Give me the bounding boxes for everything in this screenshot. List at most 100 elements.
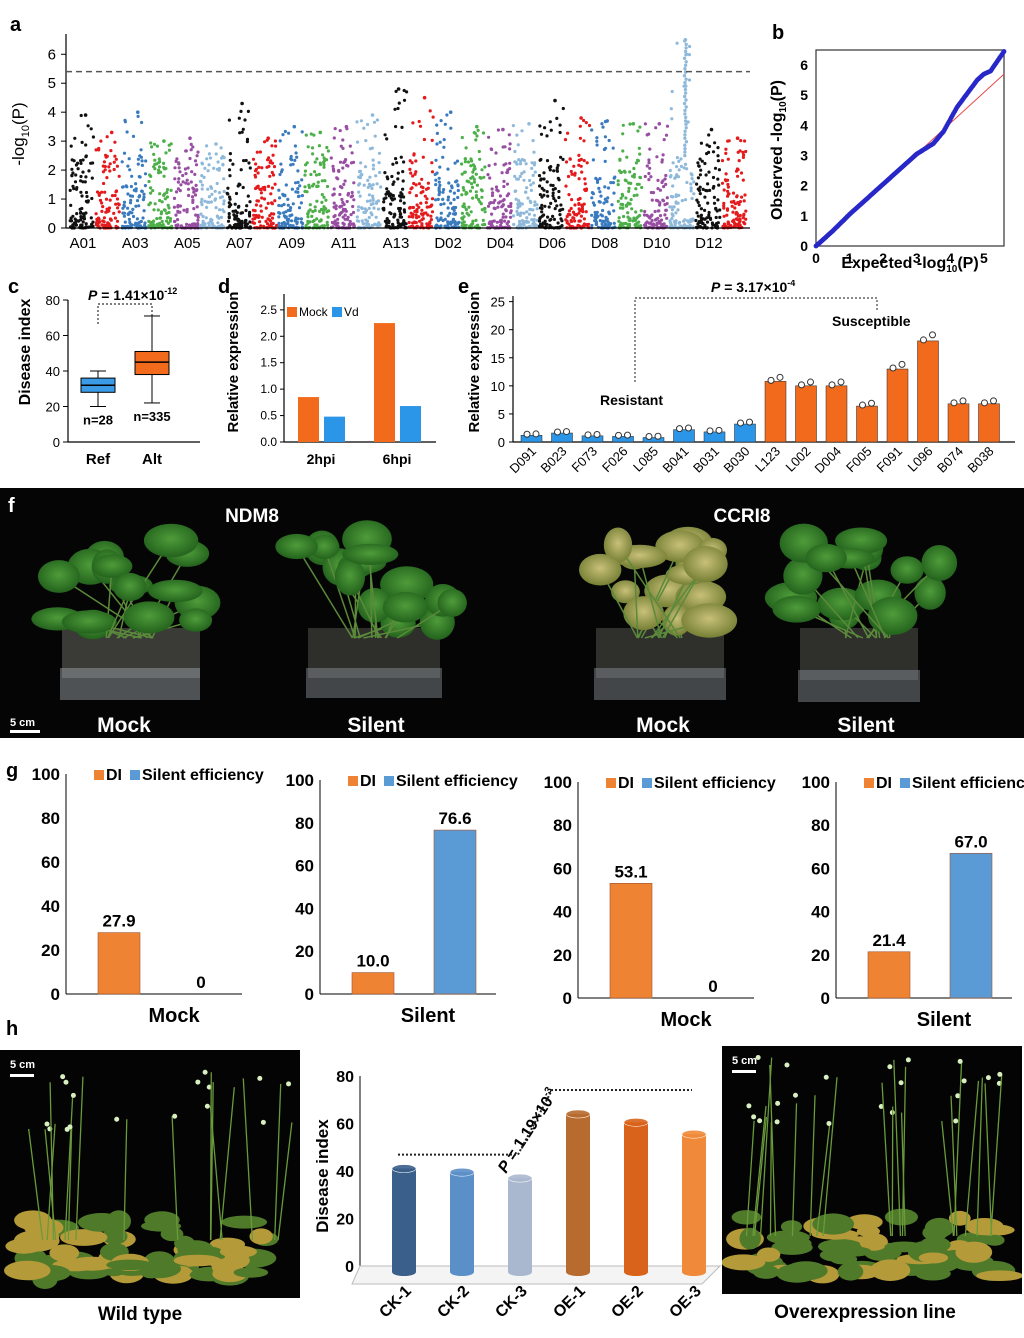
snp-point [280, 204, 284, 208]
peak-snp-D12 [709, 127, 714, 132]
snp-point [650, 218, 654, 223]
h-category: CK-2 [434, 1283, 472, 1321]
snp-point [221, 162, 225, 166]
snp-point [193, 193, 198, 197]
panel-label-b: b [772, 22, 785, 44]
snp-point [647, 171, 651, 176]
snp-point [415, 208, 419, 212]
e-category: F026 [599, 444, 631, 476]
snp-point [422, 211, 426, 215]
snp-point [174, 159, 178, 163]
chromosome-label: D06 [539, 235, 567, 252]
snp-point [582, 217, 587, 221]
qq-y-tick: 2 [800, 178, 808, 194]
snp-point [165, 211, 169, 215]
snp-point [168, 217, 173, 221]
snp-point [300, 194, 304, 198]
snp-point [658, 188, 663, 192]
snp-point [339, 211, 343, 215]
snp-point [606, 220, 610, 224]
g-y-tick: 40 [811, 903, 830, 922]
snp-point [548, 168, 552, 172]
snp-point [303, 189, 307, 193]
snp-point [442, 188, 446, 192]
snp-point [262, 224, 266, 228]
snp-point [196, 223, 200, 227]
snp-point [532, 220, 536, 224]
snp-point [711, 175, 716, 180]
snp-point [167, 148, 171, 152]
snp-point [120, 160, 124, 164]
snp-point [665, 196, 669, 200]
snp-point [79, 159, 83, 163]
g-value-label: 0 [708, 977, 717, 996]
snp-point [105, 210, 109, 214]
snp-point [711, 150, 716, 154]
snp-point [659, 218, 664, 222]
snp-point [705, 143, 709, 147]
flower-stem [745, 1120, 755, 1237]
snp-point [548, 120, 552, 124]
photo-label-silent-2: Silent [837, 714, 894, 737]
snp-point [365, 219, 370, 223]
rosette-leaf [973, 1224, 1015, 1236]
flower [63, 1079, 69, 1085]
legend-mock: Mock [299, 305, 329, 319]
snp-point [686, 120, 690, 124]
snp-point [402, 195, 406, 199]
snp-point [439, 224, 443, 228]
snp-point [293, 158, 297, 162]
snp-point [125, 130, 129, 134]
snp-point [689, 189, 693, 193]
snp-point [104, 153, 108, 157]
snp-point [463, 157, 467, 161]
snp-point [272, 212, 276, 216]
snp-point [716, 146, 720, 150]
snp-point [367, 193, 371, 197]
snp-point [733, 224, 737, 228]
snp-point [489, 147, 493, 151]
snp-point [135, 217, 139, 221]
snp-point [128, 168, 132, 172]
snp-point [424, 201, 428, 205]
snp-point [153, 202, 157, 206]
snp-point [556, 163, 560, 167]
snp-point [200, 203, 204, 207]
snp-point [209, 185, 213, 189]
snp-point [471, 170, 475, 174]
snp-point [155, 217, 159, 221]
snp-point [126, 164, 130, 168]
snp-point [162, 208, 167, 212]
snp-point [643, 174, 647, 179]
snp-point [482, 175, 486, 179]
snp-point [696, 176, 701, 180]
snp-point [365, 199, 369, 203]
leaf [579, 553, 622, 586]
flower-stem [769, 1064, 777, 1237]
snp-point [533, 222, 537, 226]
snp-point [167, 206, 171, 210]
snp-point [160, 200, 164, 204]
snp-point [436, 197, 440, 201]
snp-point [720, 181, 725, 185]
snp-point [343, 217, 347, 221]
snp-point [105, 135, 109, 139]
snp-point [580, 205, 585, 209]
leaf [275, 533, 318, 560]
panel-e-pvalue: P = 3.17×10-4 [711, 280, 795, 295]
snp-point [671, 214, 675, 218]
e-category: D091 [507, 444, 540, 477]
snp-point [226, 219, 231, 223]
snp-point [196, 213, 200, 217]
g-value-label: 21.4 [872, 931, 906, 950]
snp-point [463, 205, 467, 209]
snp-point [684, 42, 688, 47]
snp-point [322, 195, 326, 199]
qq-point [1001, 49, 1007, 54]
snp-point [84, 154, 88, 158]
snp-point [325, 184, 330, 189]
overexpression-caption: Overexpression line [774, 1302, 956, 1323]
snp-point [382, 208, 386, 212]
snp-point [97, 193, 101, 197]
